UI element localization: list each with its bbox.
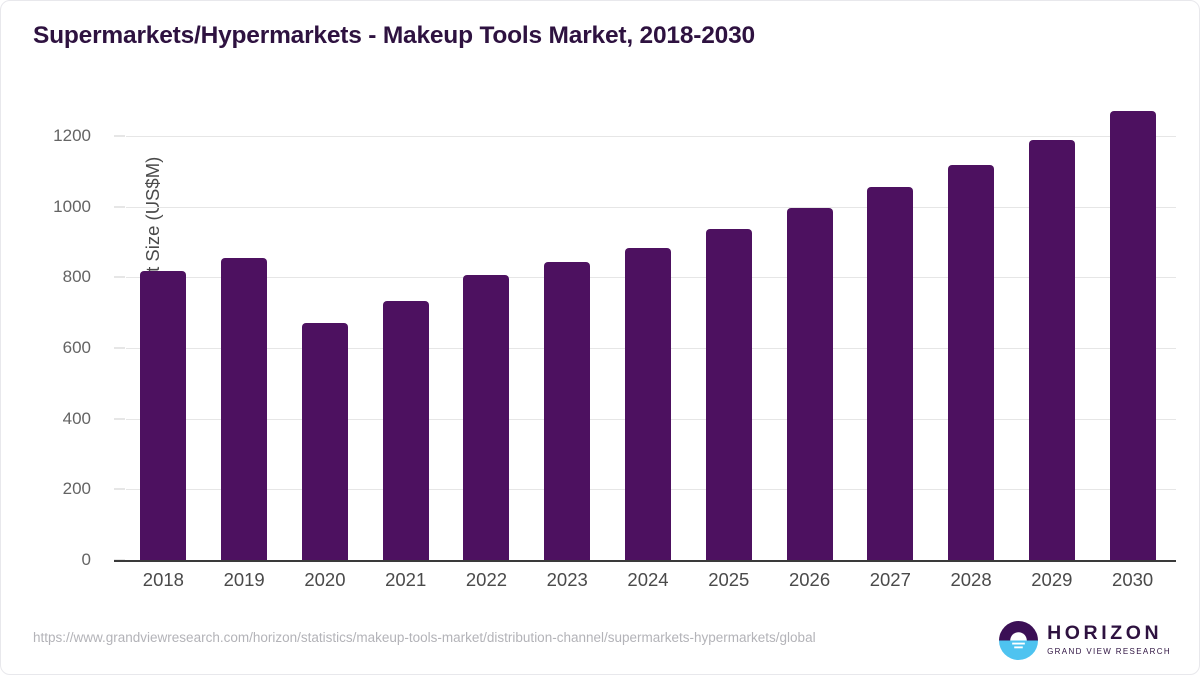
bar-2022[interactable] — [463, 274, 510, 560]
bar-2030[interactable] — [1109, 110, 1156, 560]
x-tick-label: 2020 — [304, 569, 346, 590]
y-tick-mark — [114, 276, 125, 278]
x-tick-label: 2018 — [142, 569, 184, 590]
bar-2026[interactable] — [786, 208, 833, 560]
x-tick-label: 2024 — [627, 569, 669, 590]
y-tick-mark — [114, 206, 125, 208]
logo-wordmark: HORIZON — [1047, 622, 1163, 645]
bar-2024[interactable] — [625, 247, 671, 560]
y-tick-label: 1000 — [53, 196, 91, 216]
x-tick-label: 2025 — [708, 569, 750, 590]
y-tick-label: 1200 — [53, 126, 91, 145]
bar-2025[interactable] — [705, 228, 752, 560]
x-tick-label: 2029 — [1031, 569, 1073, 590]
horizon-sun-icon — [999, 620, 1039, 660]
bar-2021[interactable] — [382, 301, 429, 560]
logo-text: HORIZON GRAND VIEW RESEARCH — [1047, 624, 1171, 656]
logo-tagline: GRAND VIEW RESEARCH — [1047, 646, 1171, 656]
y-tick-mark — [114, 347, 125, 349]
x-tick-label: 2022 — [465, 569, 508, 590]
y-tick-label: 800 — [62, 267, 91, 287]
x-tick-label: 2027 — [869, 569, 911, 590]
plot-area — [126, 110, 1176, 560]
x-tick-label: 2030 — [1112, 569, 1154, 590]
page-title: Supermarkets/Hypermarkets - Makeup Tools… — [33, 22, 755, 49]
bar-2019[interactable] — [221, 257, 268, 560]
y-tick-mark — [114, 418, 125, 420]
x-tick-label: 2028 — [950, 569, 992, 590]
bar-2018[interactable] — [140, 270, 187, 560]
x-tick-label: 2023 — [546, 569, 588, 590]
x-tick-label: 2019 — [223, 569, 265, 590]
gridline — [126, 136, 1176, 137]
bar-2023[interactable] — [544, 262, 591, 560]
y-tick-mark — [114, 135, 125, 137]
y-tick-label: 0 — [81, 550, 91, 569]
gridline — [126, 206, 1176, 208]
y-tick-label: 400 — [62, 408, 91, 428]
horizon-logo: HORIZON GRAND VIEW RESEARCH — [999, 619, 1171, 661]
source-url[interactable]: https://www.grandviewresearch.com/horizo… — [33, 630, 816, 645]
y-tick-mark — [114, 488, 125, 490]
y-tick-label: 600 — [62, 338, 91, 357]
bar-2027[interactable] — [867, 186, 914, 560]
bar-2020[interactable] — [301, 322, 348, 560]
y-tick-label: 200 — [62, 479, 91, 499]
x-tick-label: 2026 — [788, 569, 831, 590]
y-axis-ticks: 0 200 400 600 800 1000 1200 — [1, 1, 125, 674]
bar-2029[interactable] — [1028, 139, 1075, 560]
x-tick-label: 2021 — [385, 569, 427, 590]
bar-2028[interactable] — [948, 164, 995, 560]
x-axis-line — [114, 560, 1176, 562]
